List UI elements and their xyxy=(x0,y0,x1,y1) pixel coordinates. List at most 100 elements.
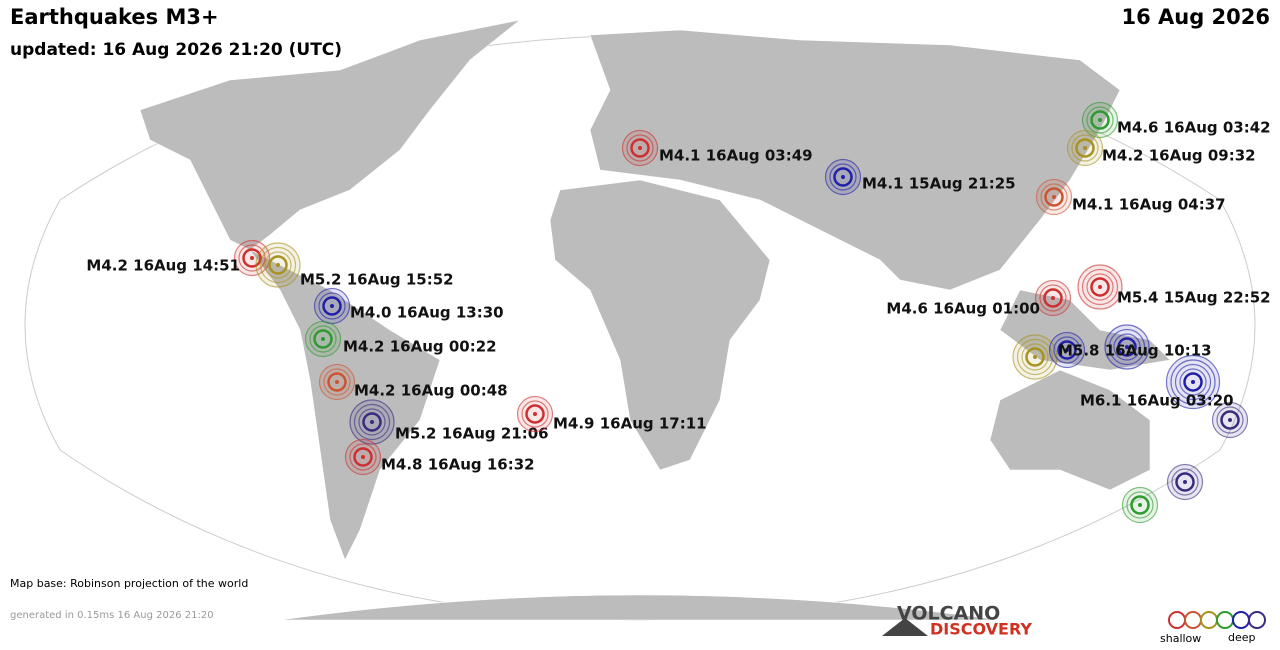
ring xyxy=(353,447,373,467)
ring xyxy=(521,400,549,428)
ring xyxy=(1044,187,1064,207)
center xyxy=(1228,418,1232,422)
center xyxy=(841,175,845,179)
ring xyxy=(1130,495,1150,515)
ring xyxy=(327,372,347,392)
ring xyxy=(242,248,262,268)
quake-label: M4.6 16Aug 03:42 xyxy=(1117,119,1271,137)
ring xyxy=(1183,372,1203,392)
ring xyxy=(1216,406,1244,434)
legend-rings xyxy=(1168,611,1266,629)
quake-label: M4.2 16Aug 00:22 xyxy=(343,338,497,356)
center xyxy=(1033,355,1037,359)
ring xyxy=(1025,347,1045,367)
ring xyxy=(1086,273,1114,301)
ring xyxy=(259,246,297,284)
quake-label: M4.2 16Aug 14:51 xyxy=(86,257,240,275)
quake-marker xyxy=(516,395,554,433)
quake-label: M4.1 15Aug 21:25 xyxy=(862,175,1016,193)
ring xyxy=(1016,338,1054,376)
ring xyxy=(358,408,386,436)
quake-marker xyxy=(1166,463,1204,501)
ring xyxy=(1175,472,1195,492)
ring xyxy=(353,403,391,441)
center xyxy=(250,256,254,260)
ring xyxy=(829,163,857,191)
ring xyxy=(1126,491,1154,519)
center xyxy=(1051,296,1055,300)
center xyxy=(533,412,537,416)
center xyxy=(1098,285,1102,289)
updated: updated: 16 Aug 2026 21:20 (UTC) xyxy=(10,40,342,60)
ring xyxy=(309,325,337,353)
quake-label: M4.2 16Aug 09:32 xyxy=(1102,147,1256,165)
ring xyxy=(238,244,266,272)
center xyxy=(1098,118,1102,122)
ring xyxy=(313,329,333,349)
quake-marker xyxy=(349,399,395,445)
quake-marker xyxy=(318,363,356,401)
ring xyxy=(525,404,545,424)
ring xyxy=(1170,359,1216,405)
ring xyxy=(1081,268,1119,306)
ring xyxy=(1071,134,1099,162)
quake-label: M4.6 16Aug 01:00 xyxy=(886,300,1040,318)
logo-line1: VOLCANO xyxy=(897,603,1000,625)
ring xyxy=(1090,110,1110,130)
quake-marker xyxy=(255,242,301,288)
ring xyxy=(1021,343,1049,371)
land xyxy=(139,19,1171,621)
date: 16 Aug 2026 xyxy=(1121,5,1270,29)
ring xyxy=(1113,333,1141,361)
quake-marker xyxy=(304,320,342,358)
ring xyxy=(1075,138,1095,158)
quake-label: M5.8 16Aug 10:13 xyxy=(1058,342,1212,360)
quake-marker xyxy=(1165,354,1221,410)
ring xyxy=(268,255,288,275)
ring xyxy=(1108,328,1146,366)
ring xyxy=(1117,337,1137,357)
center xyxy=(330,304,334,308)
center xyxy=(335,380,339,384)
ring xyxy=(1174,363,1212,401)
logo-icon xyxy=(882,618,928,636)
map-base: Map base: Robinson projection of the wor… xyxy=(10,577,248,590)
quake-label: M4.2 16Aug 00:48 xyxy=(354,382,508,400)
quake-label: M5.2 16Aug 21:06 xyxy=(395,425,549,443)
ring xyxy=(349,443,377,471)
logo-line2: DISCOVERY xyxy=(930,620,1032,639)
quake-marker xyxy=(344,438,382,476)
ring xyxy=(1057,340,1077,360)
quake-label: M5.2 16Aug 15:52 xyxy=(300,271,454,289)
ring xyxy=(1053,336,1081,364)
center xyxy=(276,263,280,267)
ring xyxy=(833,167,853,187)
generated: generated in 0.15ms 16 Aug 2026 21:20 xyxy=(10,610,214,621)
quake-label: M4.9 16Aug 17:11 xyxy=(553,415,707,433)
quake-marker xyxy=(1035,178,1073,216)
quake-marker xyxy=(621,129,659,167)
ring xyxy=(318,292,346,320)
ring xyxy=(1090,277,1110,297)
quake-marker xyxy=(1066,129,1104,167)
ring xyxy=(1039,284,1067,312)
center xyxy=(1183,480,1187,484)
center xyxy=(1138,503,1142,507)
ring xyxy=(362,412,382,432)
quake-marker xyxy=(1081,101,1119,139)
quake-marker xyxy=(1048,331,1086,369)
ring xyxy=(1220,410,1240,430)
legend-deep: deep xyxy=(1228,631,1256,644)
ring xyxy=(1171,468,1199,496)
quake-marker xyxy=(824,158,862,196)
ring xyxy=(626,134,654,162)
center xyxy=(638,146,642,150)
quake-label: M4.1 16Aug 03:49 xyxy=(659,147,813,165)
ring xyxy=(1043,288,1063,308)
legend-shallow: shallow xyxy=(1160,632,1201,645)
center xyxy=(1191,380,1195,384)
quake-label: M5.4 15Aug 22:52 xyxy=(1117,289,1271,307)
quake-label: M4.8 16Aug 16:32 xyxy=(381,456,535,474)
quake-marker xyxy=(1077,264,1123,310)
